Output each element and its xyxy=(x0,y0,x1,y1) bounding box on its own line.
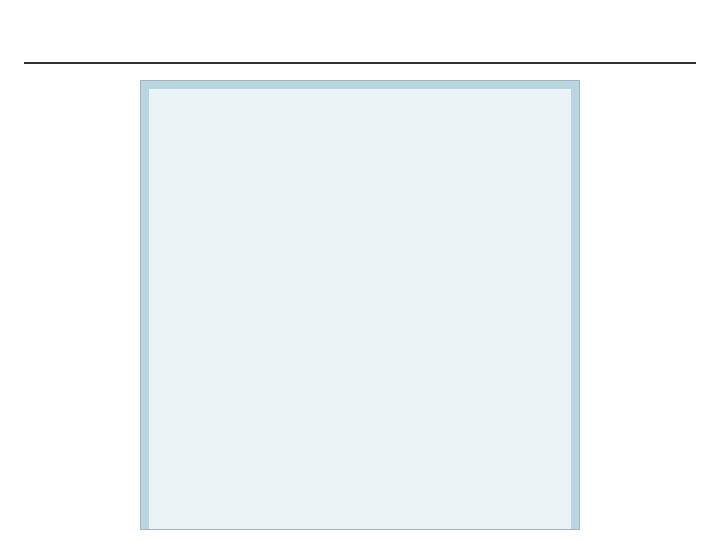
table-header xyxy=(149,89,571,99)
table-grid xyxy=(149,125,571,529)
table-panel xyxy=(149,89,571,529)
title-rule xyxy=(24,62,696,64)
textbook-scan xyxy=(140,80,580,530)
